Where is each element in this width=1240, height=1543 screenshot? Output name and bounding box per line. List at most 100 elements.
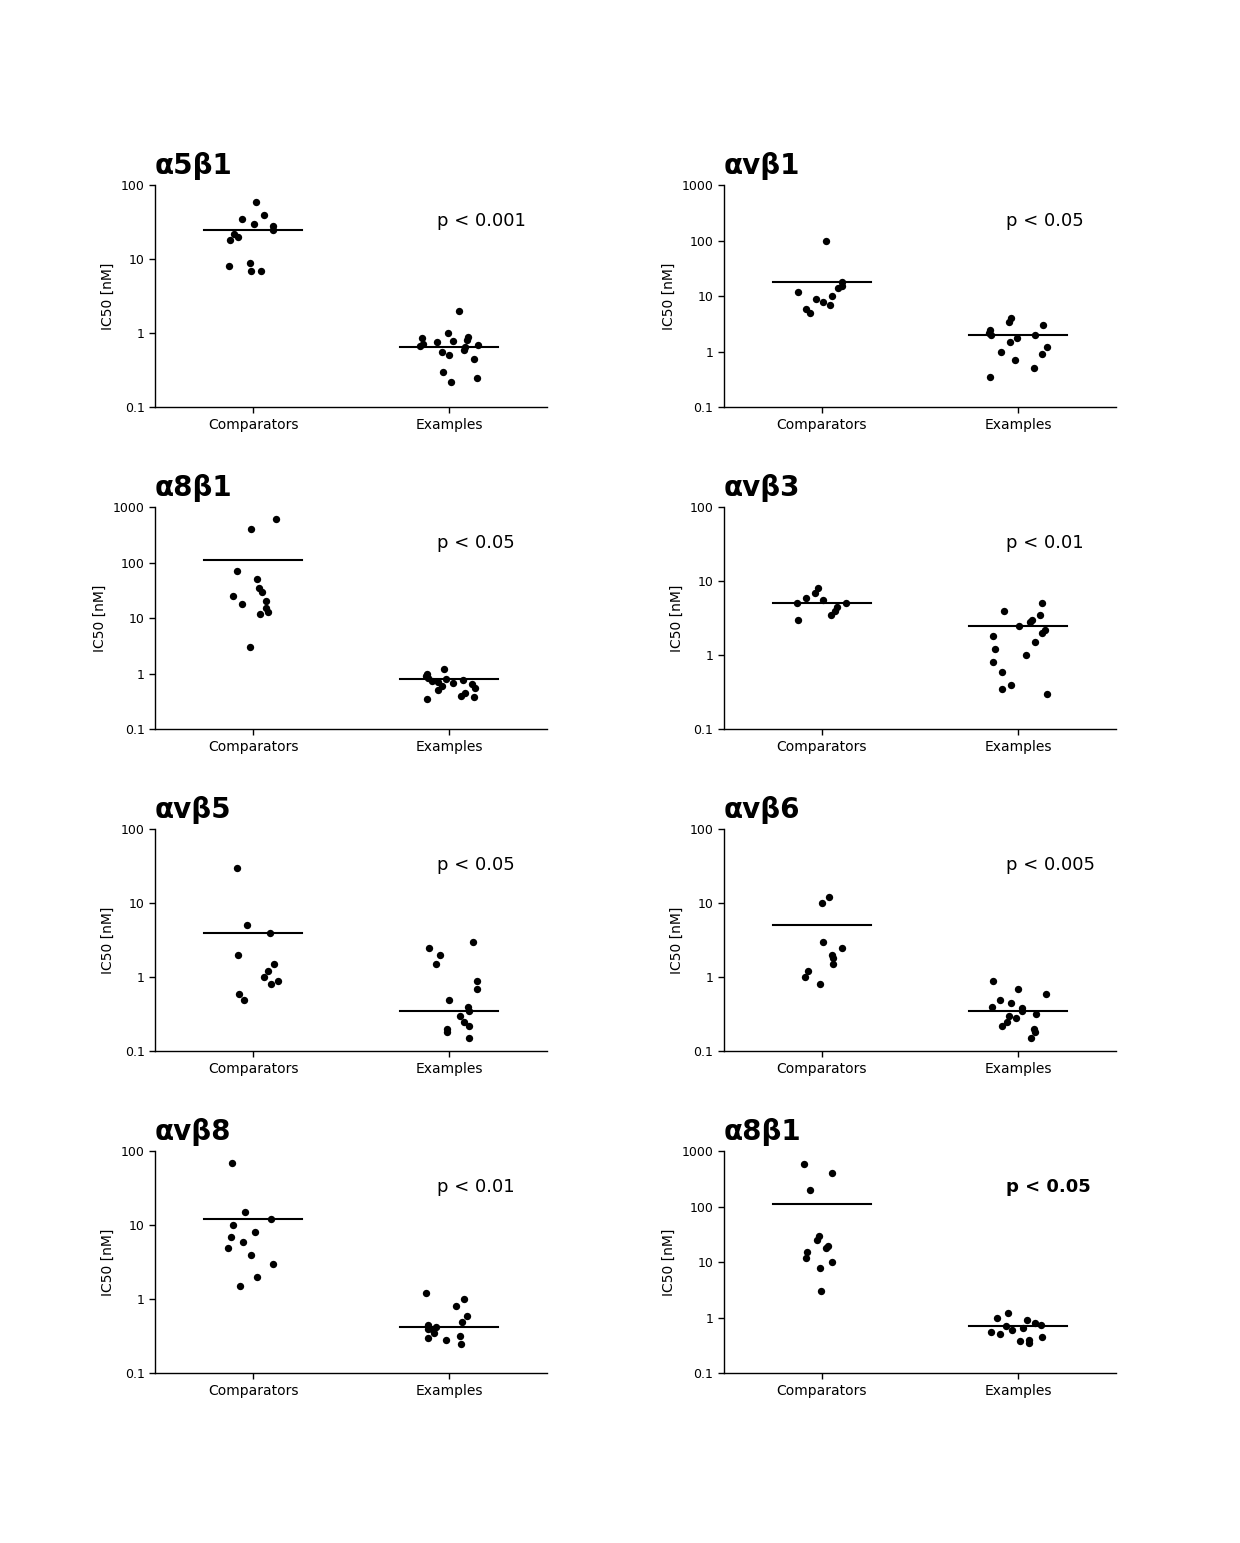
Point [812,890,832,915]
Text: α5β1: α5β1 [155,153,233,181]
Point [807,576,827,600]
Point [797,1241,817,1265]
Point [800,301,820,326]
Point [465,347,485,372]
Text: αvβ1: αvβ1 [724,153,800,181]
Point [816,228,836,253]
Text: p < 0.005: p < 0.005 [1006,856,1095,873]
Point [465,676,485,701]
Point [454,1287,474,1312]
Point [1032,591,1052,616]
Point [244,211,264,236]
Point [821,603,841,628]
Point [459,994,479,1018]
Point [832,270,852,295]
Point [827,594,847,619]
Point [260,972,280,997]
Point [787,608,807,633]
Point [813,289,833,313]
Point [222,1151,242,1176]
Point [429,677,449,702]
Point [1007,1006,1027,1031]
Point [253,579,273,603]
Text: p < 0.01: p < 0.01 [438,1177,515,1196]
Point [454,668,474,693]
Point [822,1160,842,1185]
Point [1012,995,1032,1020]
Point [454,1009,474,1034]
Point [229,981,249,1006]
Text: p < 0.05: p < 0.05 [438,534,515,552]
Point [981,1319,1001,1344]
Point [466,969,486,994]
Point [1009,1329,1029,1353]
Point [823,946,843,971]
Y-axis label: IC50 [nM]: IC50 [nM] [102,262,115,330]
Point [228,943,248,967]
Point [787,591,807,616]
Point [982,969,1002,994]
Point [1022,608,1042,633]
Point [233,1230,253,1254]
Point [232,207,252,231]
Point [246,1221,265,1245]
Point [241,258,260,282]
Point [999,309,1019,333]
Point [1024,356,1044,381]
Point [418,665,438,690]
Point [241,1242,260,1267]
Point [258,600,278,625]
Point [999,330,1019,355]
Point [443,671,463,696]
Point [424,1321,444,1345]
Point [980,364,999,389]
Point [813,929,833,954]
Y-axis label: IC50 [nM]: IC50 [nM] [662,262,676,330]
Point [249,576,269,600]
Point [813,588,833,613]
Point [1035,981,1055,1006]
Point [250,258,270,282]
Point [1001,991,1021,1015]
Point [998,1301,1018,1325]
Point [795,964,815,989]
Point [428,330,448,355]
Point [832,935,852,960]
Text: α8β1: α8β1 [155,474,233,501]
Point [237,913,257,938]
Point [418,662,438,687]
Point [991,339,1011,364]
Point [817,1233,837,1258]
Point [797,960,817,984]
Point [221,1224,241,1248]
Point [258,960,278,984]
Point [800,1177,820,1202]
Point [1007,326,1027,350]
Point [417,663,436,688]
Point [247,568,267,593]
Point [810,1224,830,1248]
Point [1002,1318,1022,1342]
Point [823,952,843,977]
Point [425,952,445,977]
Text: p < 0.05: p < 0.05 [1006,1177,1091,1196]
Point [1024,1017,1044,1042]
Point [796,1245,816,1270]
Point [805,580,825,605]
Point [1027,1001,1047,1026]
Y-axis label: IC50 [nM]: IC50 [nM] [102,1228,115,1296]
Point [820,886,839,910]
Point [983,623,1003,648]
Point [981,318,1001,343]
Point [982,994,1002,1018]
Point [419,1316,439,1341]
Point [458,329,477,353]
Point [1032,1324,1052,1349]
Point [263,214,283,239]
Point [469,332,489,356]
Point [1012,998,1032,1023]
Point [451,1332,471,1356]
Point [436,1329,456,1353]
Point [806,287,826,312]
Point [257,596,277,620]
